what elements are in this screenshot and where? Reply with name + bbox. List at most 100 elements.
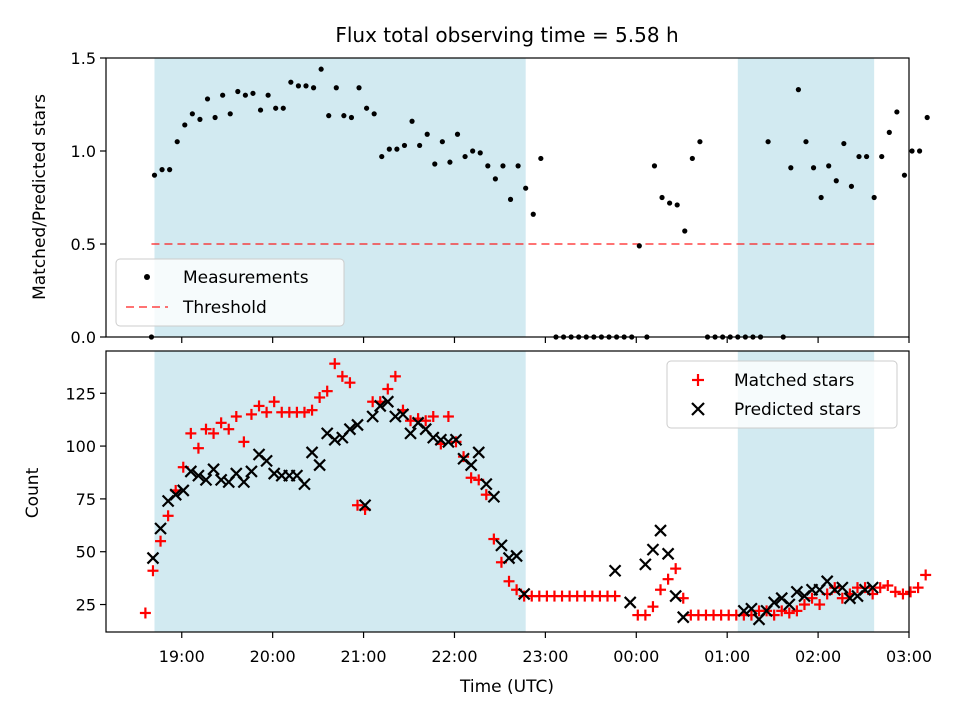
predicted-point — [472, 446, 485, 459]
x-tick-label: 21:00 — [341, 647, 387, 666]
predicted-point — [646, 543, 660, 556]
y-tick-label: 125 — [65, 384, 96, 403]
x-axis-label: Time (UTC) — [459, 677, 554, 697]
measurement-point — [492, 176, 498, 182]
matched-point — [215, 417, 227, 429]
predicted-point — [449, 433, 463, 447]
measurement-point — [538, 155, 544, 162]
measurement-point — [159, 167, 165, 173]
top-x-ticks — [181, 337, 910, 343]
predicted-point — [790, 585, 804, 599]
measurement-point — [507, 196, 514, 202]
measurement-point — [273, 105, 279, 111]
predicted-point — [343, 422, 357, 436]
top-panel: 0.0 0.5 1.0 1.5 Matched/Predicted stars Mea… — [30, 49, 930, 347]
matched-point — [223, 423, 235, 435]
x-tick-label: 23:00 — [522, 647, 568, 666]
matched-point — [352, 499, 364, 511]
measurement-point — [197, 116, 203, 122]
predicted-point — [328, 433, 342, 447]
measurement-point — [333, 85, 339, 91]
measurement-point — [894, 109, 900, 115]
predicted-point — [487, 490, 501, 504]
measurement-point — [697, 139, 703, 145]
predicted-point — [866, 581, 879, 594]
measurement-point — [288, 79, 294, 85]
bottom-x-ticks: 19:00 20:00 21:00 22:00 23:00 00:00 01:00 02:00… — [159, 632, 932, 666]
measurement-point — [841, 140, 847, 147]
measurement-point — [454, 131, 461, 137]
chart-title: Flux total observing time = 5.58 h — [335, 23, 678, 47]
matched-point — [162, 510, 174, 522]
bottom-y-axis-label: Count — [23, 467, 43, 518]
measurement-point — [303, 83, 309, 89]
measurement-point — [409, 118, 415, 124]
matched-point — [647, 601, 659, 613]
matched-point — [920, 569, 932, 581]
matched-point — [389, 370, 401, 382]
predicted-point — [510, 549, 523, 563]
matched-point — [912, 582, 924, 594]
predicted-point — [260, 454, 273, 468]
matched-point — [245, 408, 257, 420]
x-tick-label: 22:00 — [431, 647, 477, 666]
x-tick-label: 01:00 — [704, 647, 750, 666]
predicted-point — [464, 458, 478, 472]
predicted-point — [517, 587, 531, 601]
measurement-point — [280, 105, 286, 111]
measurement-point — [242, 92, 248, 98]
measurement-point — [863, 153, 870, 160]
predicted-point — [654, 524, 667, 537]
matched-point — [155, 535, 167, 547]
shaded-interval — [737, 58, 875, 337]
measurement-point — [810, 165, 817, 171]
measurement-point — [326, 113, 332, 119]
predicted-point — [199, 473, 213, 487]
measurement-point — [765, 139, 771, 145]
legend-matched-marker — [692, 374, 704, 386]
legend-measurements-marker — [144, 274, 150, 280]
measurement-point — [682, 228, 688, 234]
matched-point — [253, 400, 265, 412]
matched-point — [791, 605, 803, 617]
measurement-point — [182, 122, 188, 128]
top-y-axis-label: Matched/Predicted stars — [30, 94, 50, 300]
matched-point — [336, 370, 348, 382]
top-y-ticks: 0.0 0.5 1.0 1.5 — [71, 49, 106, 347]
legend-threshold-label: Threshold — [182, 298, 267, 318]
predicted-point — [661, 547, 675, 561]
predicted-point — [434, 433, 448, 447]
measurement-point — [220, 92, 226, 98]
measurement-point — [856, 153, 862, 160]
matched-point — [306, 404, 318, 416]
matched-point — [427, 410, 439, 422]
matched-point — [382, 383, 394, 395]
legend-matched-label: Matched stars — [734, 371, 854, 391]
measurement-point — [485, 163, 491, 169]
measurement-point — [833, 178, 839, 184]
predicted-point — [737, 604, 751, 618]
predicted-point — [502, 551, 516, 565]
measurement-point — [909, 148, 915, 154]
measurement-point — [879, 153, 885, 160]
matched-point — [814, 599, 826, 611]
measurement-point — [462, 153, 468, 160]
x-tick-label: 20:00 — [250, 647, 296, 666]
matched-point — [639, 609, 651, 621]
measurement-point — [439, 139, 445, 145]
matched-point — [465, 472, 477, 484]
matched-point — [261, 406, 273, 418]
matched-point — [609, 590, 621, 602]
predicted-point — [305, 446, 319, 459]
y-tick-label: 50 — [76, 543, 96, 562]
matched-point — [783, 607, 795, 619]
matched-point — [420, 415, 432, 427]
measurement-point — [379, 153, 385, 160]
measurement-point — [636, 243, 642, 249]
measurement-point — [432, 161, 438, 167]
matched-point — [662, 573, 674, 585]
top-legend: Measurements Threshold — [115, 258, 345, 327]
matched-point — [314, 391, 326, 403]
measurement-point — [818, 194, 824, 201]
predicted-point — [745, 602, 758, 616]
